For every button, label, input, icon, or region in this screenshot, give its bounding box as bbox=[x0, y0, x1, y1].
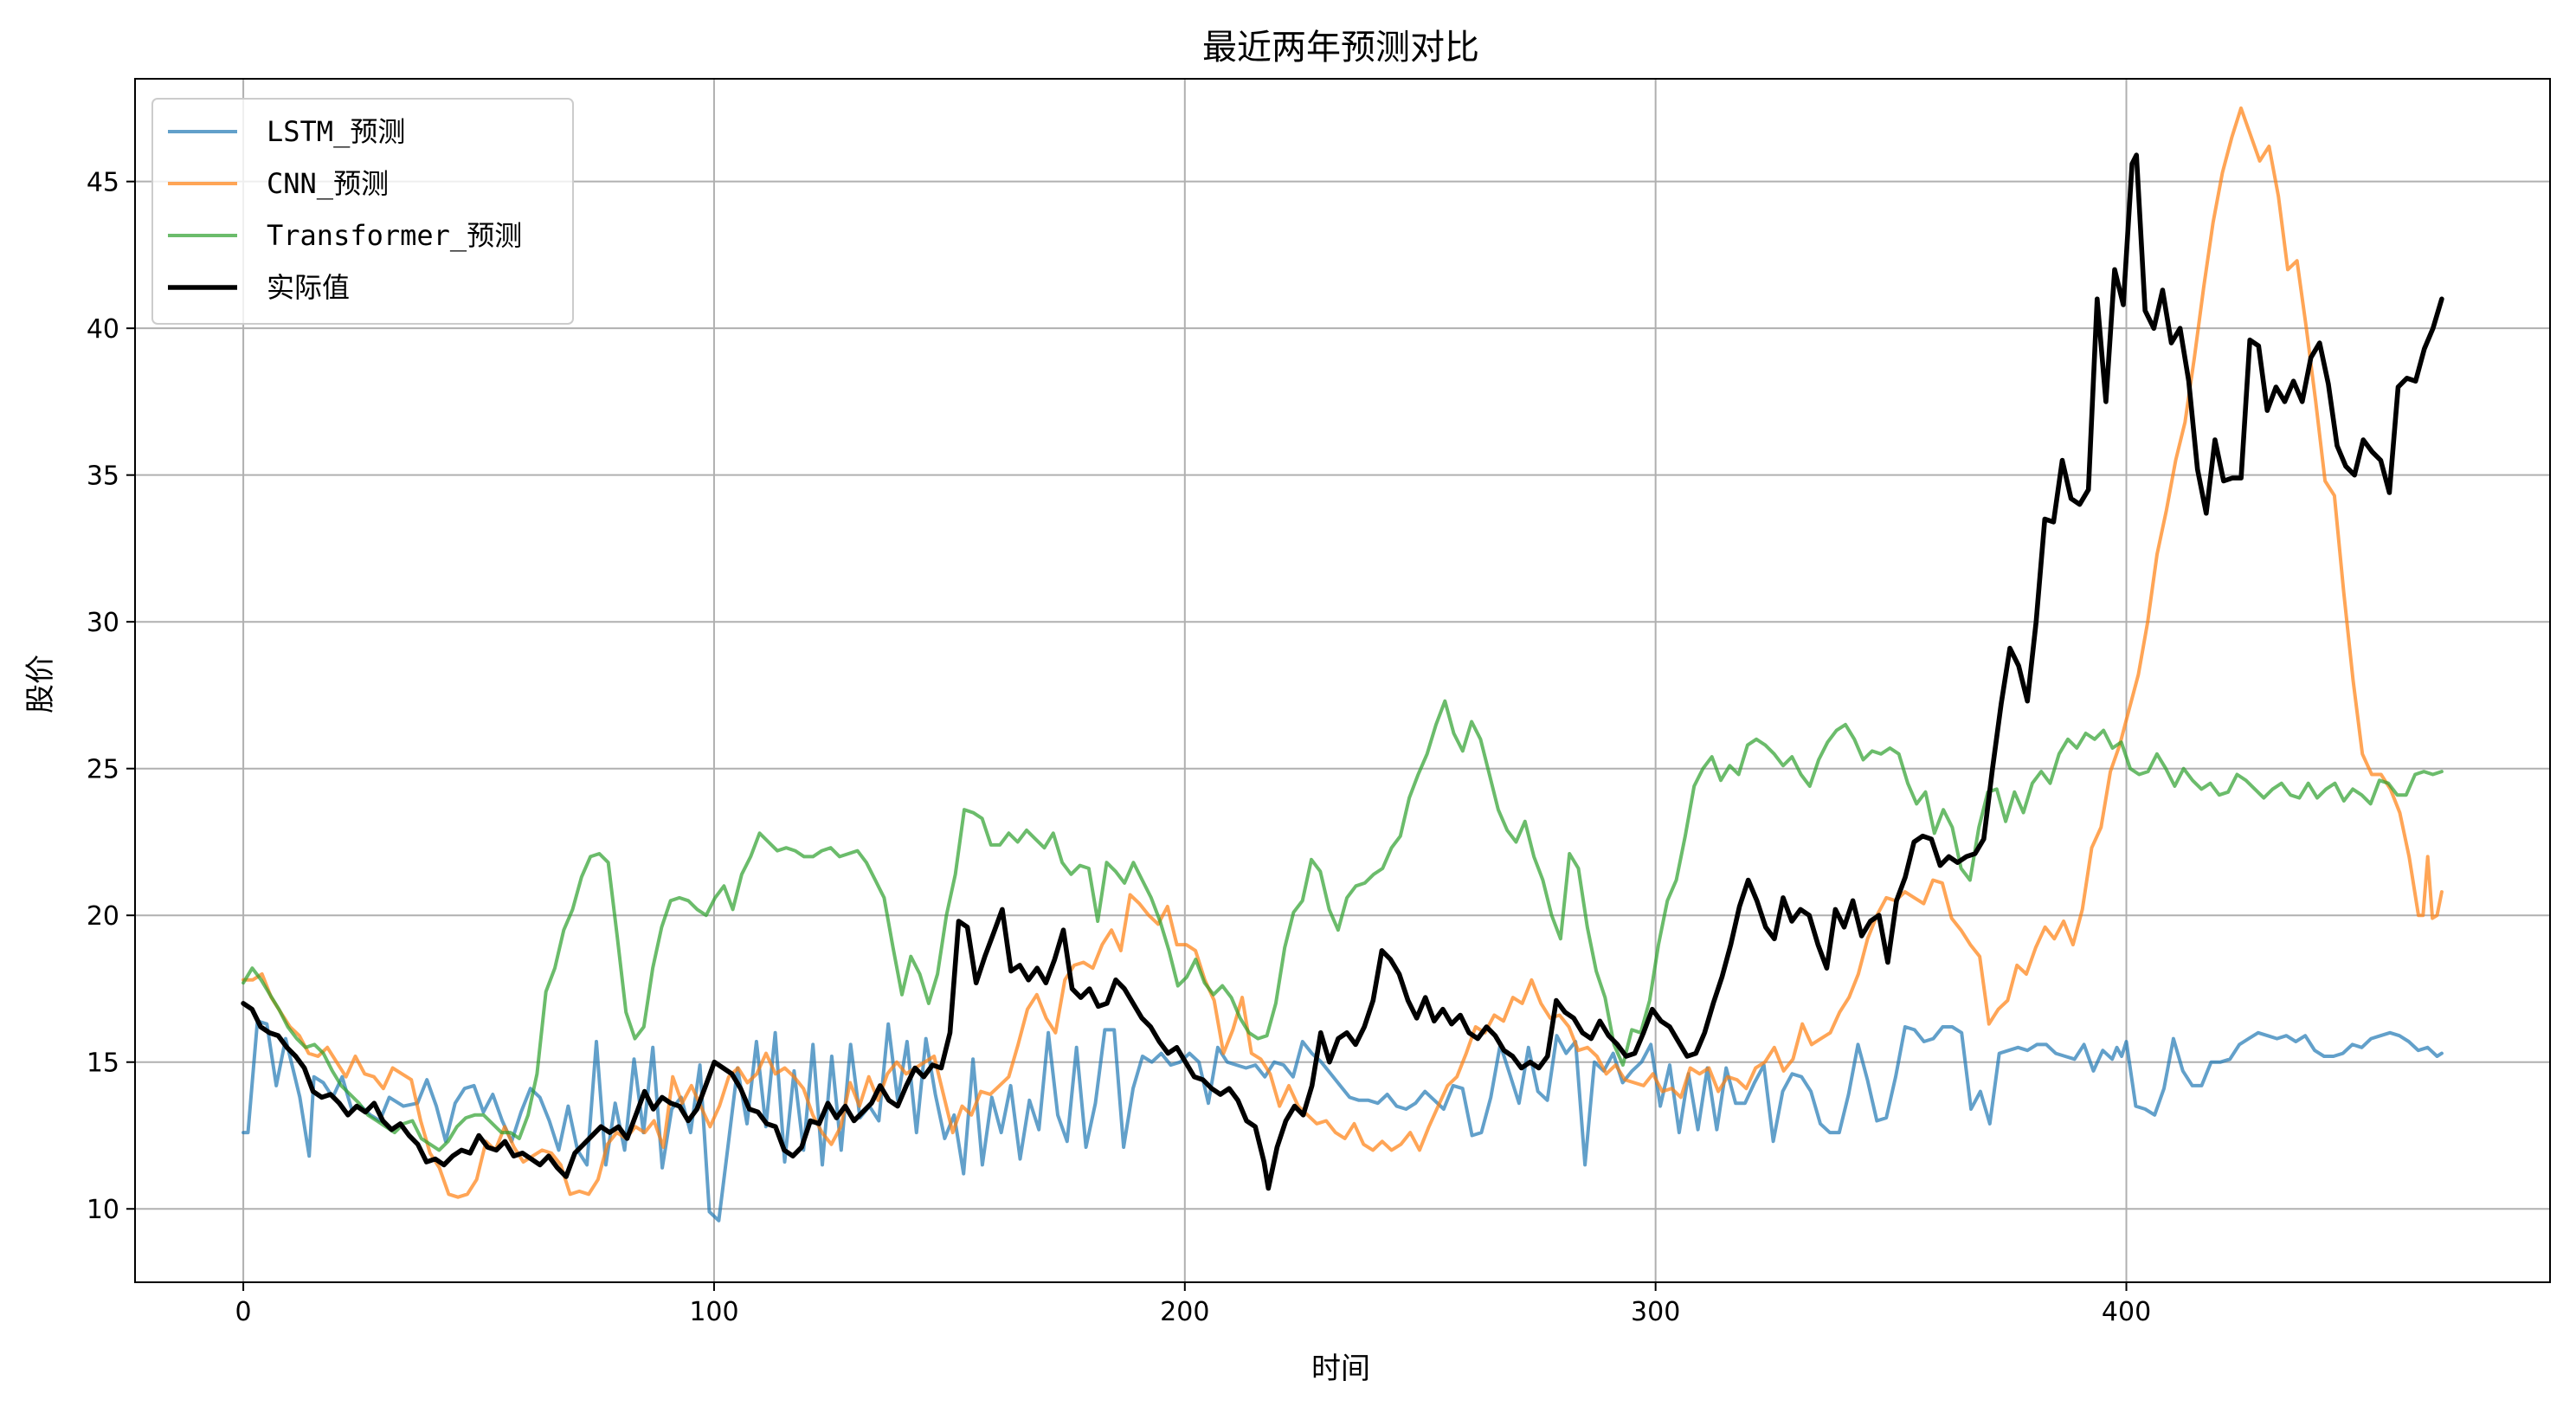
y-tick-label: 30 bbox=[87, 608, 119, 638]
x-tick-label: 300 bbox=[1631, 1297, 1680, 1327]
series-line-transformer bbox=[242, 699, 2444, 1152]
axes-frame bbox=[134, 78, 2551, 1283]
axis-ticks: 0 100 200 300 400 10 15 20 25 30 35 40 45 bbox=[87, 168, 2151, 1327]
legend-label-actual: 实际值 bbox=[267, 271, 350, 304]
series-line-lstm bbox=[242, 1019, 2444, 1223]
y-tick-label: 20 bbox=[87, 901, 119, 932]
y-tick-label: 35 bbox=[87, 461, 119, 492]
plot-area bbox=[241, 106, 2444, 1223]
x-tick-label: 0 bbox=[235, 1297, 252, 1327]
legend-box bbox=[151, 98, 574, 325]
chart-title: 最近两年预测对比 bbox=[1202, 28, 1479, 68]
legend-label-lstm: LSTM_预测 bbox=[267, 115, 405, 148]
x-axis-label: 时间 bbox=[1311, 1352, 1370, 1386]
series-line-cnn bbox=[242, 106, 2444, 1199]
y-tick-label: 25 bbox=[87, 755, 119, 785]
legend-label-transformer: Transformer_预测 bbox=[267, 219, 522, 252]
y-tick-label: 45 bbox=[87, 168, 119, 198]
x-tick-label: 200 bbox=[1160, 1297, 1209, 1327]
y-axis-label: 股价 bbox=[23, 655, 58, 713]
y-tick-label: 40 bbox=[87, 314, 119, 345]
legend-label-cnn: CNN_预测 bbox=[267, 167, 389, 200]
series-line-actual bbox=[241, 152, 2444, 1191]
y-tick-label: 15 bbox=[87, 1048, 119, 1079]
x-tick-label: 400 bbox=[2102, 1297, 2151, 1327]
y-tick-label: 10 bbox=[87, 1195, 119, 1225]
x-tick-label: 100 bbox=[689, 1297, 738, 1327]
